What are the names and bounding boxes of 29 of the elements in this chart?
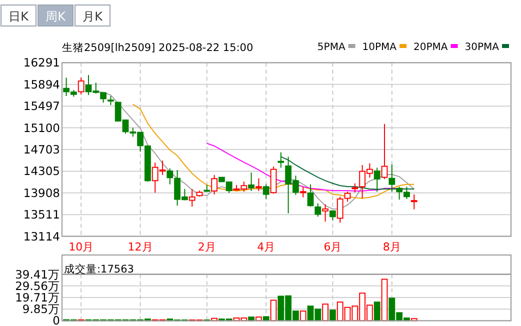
x-tick-label: 12月: [128, 240, 153, 254]
text: 日K: [8, 10, 30, 24]
legend-label: 5PMA: [317, 42, 346, 53]
y-tick-label: 29.56万: [15, 278, 60, 293]
y-tick-label: 15497: [23, 99, 60, 114]
y-tick-label: 16291: [23, 56, 60, 70]
y-tick-label: 13511: [23, 208, 60, 222]
y-tick-label: 19.71万: [15, 290, 60, 304]
y-tick-label: 0: [52, 314, 60, 326]
text: 月K: [82, 10, 104, 24]
y-tick-label: 14305: [23, 164, 60, 178]
y-tick-label: 13114: [23, 229, 60, 244]
y-tick-label: 13908: [23, 186, 60, 200]
legend-label: 30PMA: [464, 42, 500, 53]
y-tick-label: 39.41万: [15, 267, 60, 282]
x-tick-label: 2月: [198, 240, 216, 254]
y-tick-label: 15894: [23, 77, 60, 92]
legend-label: 10PMA: [362, 42, 397, 53]
y-tick-label: 15100: [23, 120, 60, 135]
x-tick-label: 6月: [324, 240, 342, 254]
x-tick-label: 4月: [257, 240, 276, 254]
y-tick-label: 9.85万: [22, 302, 60, 316]
chart-title: 成交量:17563: [64, 262, 134, 276]
text: 周K: [46, 10, 67, 24]
x-tick-label: 8月: [382, 240, 401, 254]
y-tick-label: 14703: [23, 142, 60, 156]
chart-title: 生猪2509[lh2509] 2025-08-22 15:00: [62, 41, 254, 54]
legend-label: 20PMA: [414, 42, 448, 53]
x-tick-label: 10月: [68, 240, 94, 254]
